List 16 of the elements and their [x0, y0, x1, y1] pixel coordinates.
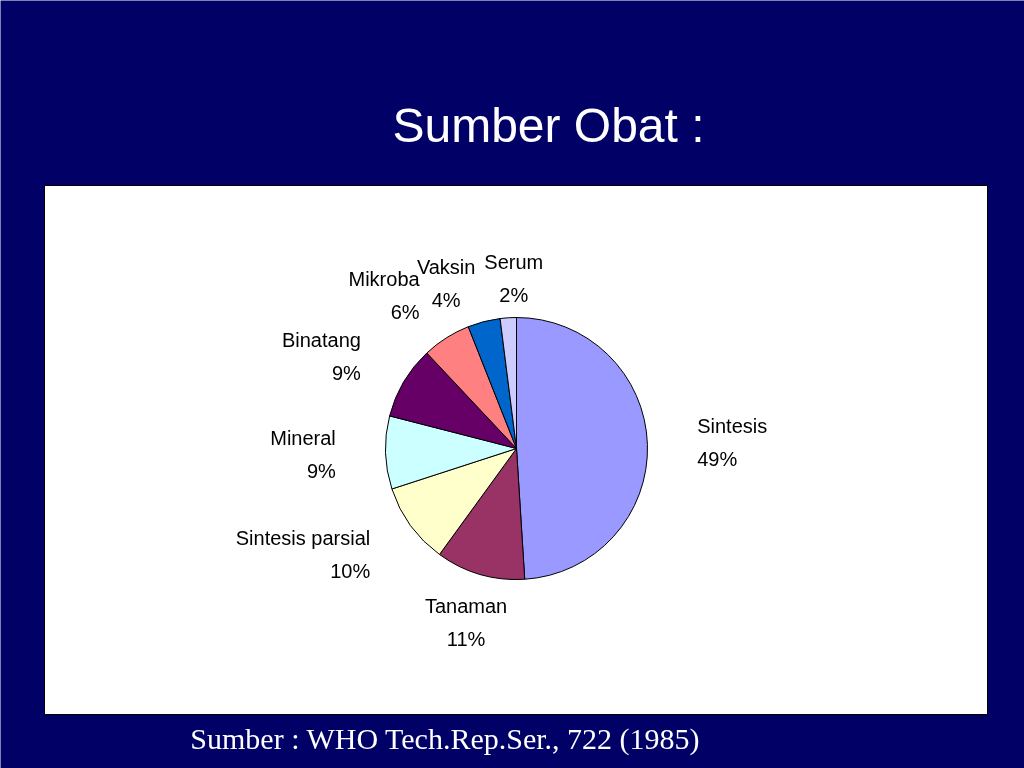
slice-label: Sintesis — [697, 415, 768, 438]
data-label: 9% — [331, 361, 362, 384]
slice-label: Mineral — [270, 426, 336, 449]
data-label: 49% — [697, 448, 738, 471]
slice-label: Serum — [484, 251, 544, 274]
data-label: 4% — [431, 289, 461, 312]
slice-label: Sintesis parsial — [235, 527, 371, 550]
data-label: 11% — [446, 627, 486, 650]
data-label: 9% — [306, 459, 337, 482]
chart-title: Sumber Obat : — [392, 99, 705, 152]
data-label: 10% — [330, 560, 371, 583]
slice-label: Tanaman — [424, 594, 508, 617]
data-label: 6% — [390, 301, 420, 324]
text: Sumber : WHO Tech.Rep.Ser., 722 (1985) — [190, 722, 700, 756]
slice-label: Binatang — [281, 328, 361, 351]
data-label: 2% — [499, 284, 529, 307]
